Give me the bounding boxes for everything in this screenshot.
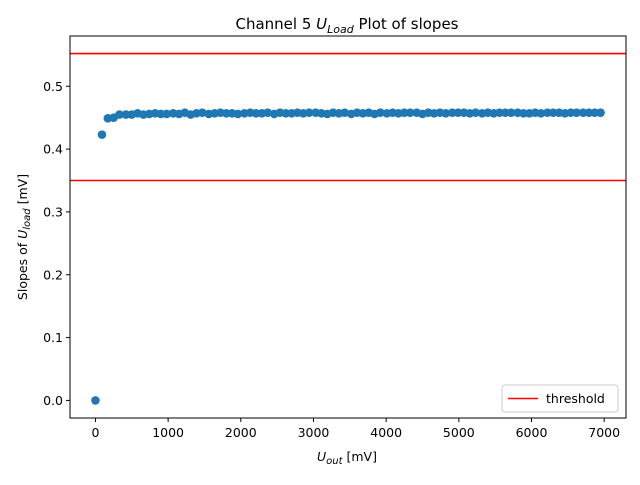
y-axis-label: Slopes of Uload [mV] — [15, 174, 33, 300]
x-tick-label-4: 4000 — [370, 425, 402, 440]
x-axis-label: Uout [mV] — [317, 449, 377, 467]
data-point-75 — [536, 108, 546, 118]
y-tick-label-2: 0.2 — [43, 267, 63, 282]
plot-frame — [69, 35, 627, 419]
data-point-0 — [91, 396, 100, 405]
x-tick-label-5: 5000 — [443, 425, 475, 440]
y-tick-label-5: 0.5 — [43, 79, 63, 94]
x-tick-label-1: 1000 — [152, 425, 184, 440]
x-tick-label-0: 0 — [91, 425, 99, 440]
y-tick-label-1: 0.1 — [43, 330, 63, 345]
data-point-18 — [197, 108, 207, 117]
data-point-53 — [405, 108, 415, 117]
data-point-81 — [572, 108, 581, 117]
x-tick-label-6: 6000 — [516, 425, 548, 440]
data-point-4 — [115, 110, 124, 119]
plot-area: 0 1000 2000 3000 4000 5000 6000 7000 0.0 0.1 0.2 0.… — [43, 35, 627, 440]
y-tick-label-0: 0.0 — [43, 393, 63, 408]
data-point-48 — [376, 108, 385, 117]
chart-title: Channel 5 ULoad Plot of slopes — [235, 15, 458, 36]
data-point-29 — [263, 108, 272, 117]
data-point-36 — [304, 108, 314, 117]
data-point-59 — [441, 108, 451, 118]
data-point-12 — [162, 109, 171, 119]
data-point-64 — [471, 108, 480, 117]
legend-box — [501, 384, 619, 413]
data-point-70 — [506, 108, 516, 117]
data-point-24 — [233, 109, 243, 119]
y-tick-label-4: 0.4 — [43, 142, 63, 157]
legend-threshold-label: threshold — [546, 391, 605, 406]
x-tick-label-2: 2000 — [225, 425, 257, 440]
x-tick-label-7: 7000 — [588, 425, 620, 440]
y-tick-label-3: 0.3 — [43, 204, 63, 219]
x-tick-label-3: 3000 — [298, 425, 330, 440]
data-point-42 — [340, 108, 350, 117]
data-point-85 — [596, 108, 605, 117]
legend: threshold — [501, 384, 619, 413]
data-point-1 — [97, 130, 107, 139]
